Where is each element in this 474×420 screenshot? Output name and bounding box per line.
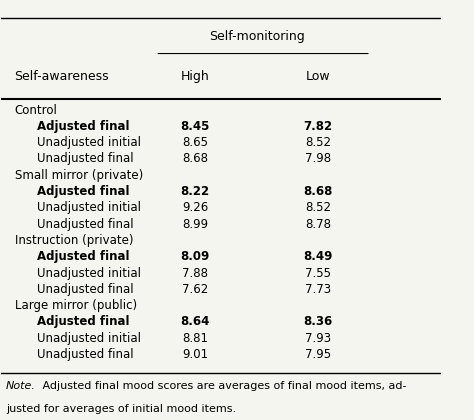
Text: 8.52: 8.52 <box>305 201 331 214</box>
Text: Unadjusted final: Unadjusted final <box>36 218 133 231</box>
Text: Instruction (private): Instruction (private) <box>15 234 133 247</box>
Text: Adjusted final: Adjusted final <box>36 185 129 198</box>
Text: Note.: Note. <box>6 381 36 391</box>
Text: Self-monitoring: Self-monitoring <box>209 30 304 43</box>
Text: 8.52: 8.52 <box>305 136 331 149</box>
Text: 7.98: 7.98 <box>305 152 331 165</box>
Text: Unadjusted initial: Unadjusted initial <box>36 332 141 345</box>
Text: Adjusted final: Adjusted final <box>36 315 129 328</box>
Text: 7.93: 7.93 <box>305 332 331 345</box>
Text: Unadjusted final: Unadjusted final <box>36 348 133 361</box>
Text: Self-awareness: Self-awareness <box>15 70 109 83</box>
Text: 8.36: 8.36 <box>303 315 333 328</box>
Text: 9.26: 9.26 <box>182 201 208 214</box>
Text: 8.64: 8.64 <box>180 315 210 328</box>
Text: 8.99: 8.99 <box>182 218 208 231</box>
Text: Unadjusted initial: Unadjusted initial <box>36 136 141 149</box>
Text: Low: Low <box>306 70 330 83</box>
Text: 8.65: 8.65 <box>182 136 208 149</box>
Text: 7.82: 7.82 <box>303 120 333 133</box>
Text: 7.95: 7.95 <box>305 348 331 361</box>
Text: 8.22: 8.22 <box>181 185 210 198</box>
Text: justed for averages of initial mood items.: justed for averages of initial mood item… <box>6 404 236 414</box>
Text: 8.78: 8.78 <box>305 218 331 231</box>
Text: 8.09: 8.09 <box>180 250 210 263</box>
Text: 7.73: 7.73 <box>305 283 331 296</box>
Text: 9.01: 9.01 <box>182 348 208 361</box>
Text: Control: Control <box>15 103 57 116</box>
Text: Unadjusted initial: Unadjusted initial <box>36 267 141 279</box>
Text: Adjusted final mood scores are averages of final mood items, ad-: Adjusted final mood scores are averages … <box>39 381 406 391</box>
Text: Small mirror (private): Small mirror (private) <box>15 169 143 182</box>
Text: Unadjusted final: Unadjusted final <box>36 283 133 296</box>
Text: Adjusted final: Adjusted final <box>36 120 129 133</box>
Text: Large mirror (public): Large mirror (public) <box>15 299 137 312</box>
Text: 8.49: 8.49 <box>303 250 333 263</box>
Text: 8.81: 8.81 <box>182 332 208 345</box>
Text: 7.88: 7.88 <box>182 267 208 279</box>
Text: High: High <box>181 70 210 83</box>
Text: 8.45: 8.45 <box>180 120 210 133</box>
Text: Adjusted final: Adjusted final <box>36 250 129 263</box>
Text: Unadjusted initial: Unadjusted initial <box>36 201 141 214</box>
Text: Unadjusted final: Unadjusted final <box>36 152 133 165</box>
Text: 7.55: 7.55 <box>305 267 331 279</box>
Text: 8.68: 8.68 <box>182 152 208 165</box>
Text: 7.62: 7.62 <box>182 283 208 296</box>
Text: 8.68: 8.68 <box>303 185 333 198</box>
